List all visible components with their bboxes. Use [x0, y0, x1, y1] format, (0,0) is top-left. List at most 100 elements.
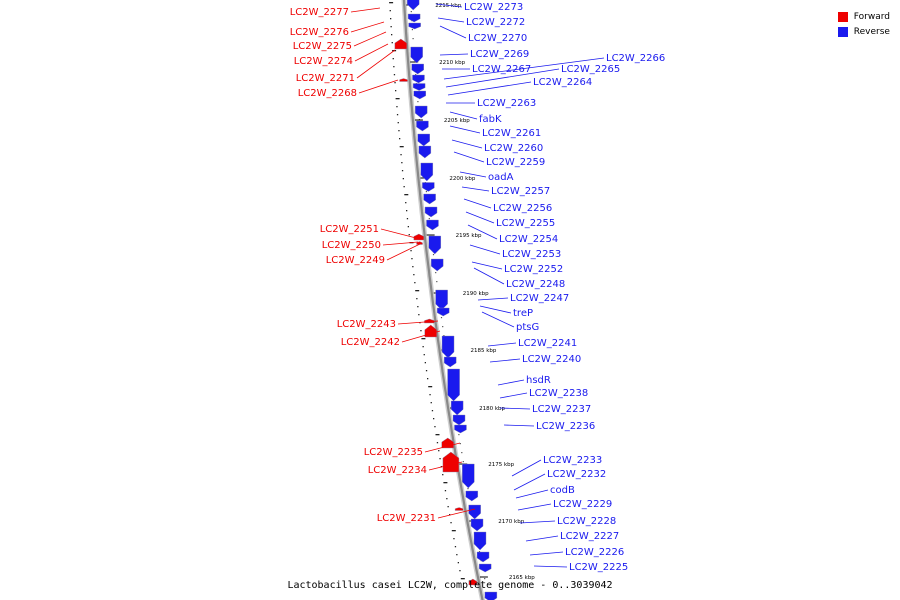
track-dot — [424, 362, 426, 364]
gene-label: LC2W_2241 — [518, 338, 577, 349]
reverse-gene — [441, 335, 455, 359]
gene-label: LC2W_2276 — [290, 27, 349, 38]
track-dot — [411, 29, 413, 31]
track-dot — [450, 522, 452, 524]
leader-line — [477, 297, 509, 301]
scale-tick-label: 2215 kbp — [435, 3, 461, 9]
track-dot — [461, 452, 463, 454]
reverse-gene — [415, 105, 428, 119]
track-dot — [454, 546, 457, 548]
track-dot — [442, 326, 444, 328]
track-dot — [435, 434, 440, 436]
gene-label: LC2W_2270 — [468, 33, 527, 44]
reverse-gene — [484, 591, 498, 600]
leader-line — [461, 186, 490, 192]
track-dot — [398, 130, 400, 132]
gene-label: LC2W_2229 — [553, 499, 612, 510]
gene-label: LC2W_2242 — [341, 337, 400, 348]
gene-label: LC2W_2264 — [533, 77, 592, 88]
reverse-gene — [408, 22, 421, 30]
gene-label: hsdR — [526, 375, 551, 386]
track-dot — [467, 488, 469, 490]
gene-label: LC2W_2250 — [322, 240, 381, 251]
reverse-gene — [478, 563, 492, 573]
forward-gene — [454, 507, 464, 511]
reverse-gene — [473, 531, 487, 551]
leader-line — [525, 535, 559, 542]
leader-line — [353, 31, 387, 47]
reverse-gene — [417, 133, 430, 147]
forward-gene — [468, 578, 478, 586]
gene-label: treP — [513, 308, 533, 319]
gene-label: LC2W_2257 — [491, 186, 550, 197]
reverse-gene — [416, 120, 429, 132]
track-dot — [406, 218, 409, 220]
reverse-gene — [468, 504, 481, 520]
leader-line — [449, 125, 481, 134]
track-dot — [460, 578, 465, 580]
track-dot — [418, 314, 420, 316]
track-dot — [453, 538, 455, 540]
track-dot — [429, 394, 431, 396]
track-dot — [410, 250, 412, 252]
reverse-gene — [447, 368, 460, 402]
track-dot — [414, 282, 416, 284]
legend-forward-label: Forward — [853, 11, 890, 22]
gene-label: LC2W_2274 — [294, 56, 353, 67]
track-dot — [400, 154, 402, 156]
scale-tick-label: 2205 kbp — [444, 118, 470, 124]
track-dot — [451, 530, 456, 532]
legend-reverse-label: Reverse — [853, 26, 890, 37]
track-dot — [390, 18, 392, 20]
gene-label: LC2W_2232 — [547, 469, 606, 480]
gene-label: oadA — [488, 172, 514, 183]
track-dot — [394, 82, 396, 84]
leader-line — [397, 320, 439, 325]
track-dot — [456, 554, 458, 556]
leader-line — [439, 53, 469, 56]
track-dot — [435, 272, 437, 274]
leader-line — [529, 551, 564, 556]
leader-line — [481, 311, 515, 328]
leader-line — [465, 211, 495, 224]
leader-line — [469, 244, 501, 255]
gene-label: LC2W_2226 — [565, 547, 624, 558]
genome-caption: Lactobacillus casei LC2W, complete genom… — [287, 580, 612, 591]
gene-label: LC2W_2261 — [482, 128, 541, 139]
leader-line — [439, 25, 467, 39]
track-dot — [478, 551, 481, 553]
gene-label: LC2W_2265 — [561, 64, 620, 75]
leader-line — [356, 49, 396, 79]
track-dot — [402, 178, 404, 180]
leader-line — [435, 3, 463, 8]
scale-tick-label: 2170 kbp — [498, 519, 524, 525]
track-dot — [397, 122, 399, 124]
track-dot — [416, 298, 418, 300]
reverse-swatch — [837, 26, 848, 37]
leader-line — [445, 68, 560, 88]
leader-line — [473, 267, 505, 285]
track-dot — [428, 218, 430, 220]
leader-line — [386, 243, 421, 261]
leader-line — [350, 7, 381, 13]
track-dot — [395, 98, 400, 100]
track-dot — [434, 426, 436, 428]
leader-line — [479, 305, 512, 314]
track-dot — [408, 234, 410, 236]
track-dot — [458, 434, 460, 436]
track-dot — [396, 106, 398, 108]
track-dot — [423, 354, 425, 356]
leader-line — [471, 261, 503, 270]
track-dot — [428, 386, 433, 388]
reverse-gene — [412, 83, 426, 91]
reverse-gene — [407, 13, 421, 23]
gene-label: LC2W_2228 — [557, 516, 616, 527]
leader-line — [401, 330, 441, 343]
gene-label: ptsG — [516, 322, 539, 333]
track-dot — [405, 202, 407, 204]
gene-label: LC2W_2275 — [293, 41, 352, 52]
track-dot — [459, 443, 461, 445]
leader-line — [380, 228, 417, 239]
track-dot — [457, 562, 459, 564]
reverse-gene — [411, 63, 424, 75]
